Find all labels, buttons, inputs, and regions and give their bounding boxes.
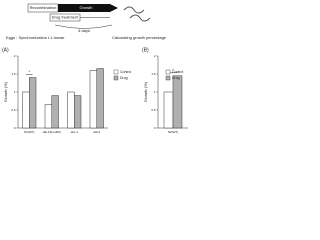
x-tick-label: N2(WT) bbox=[168, 130, 179, 134]
worm-icon bbox=[129, 14, 151, 22]
legend-swatch bbox=[113, 69, 119, 75]
legend-swatch bbox=[165, 69, 171, 75]
y-axis-label: Growth (%) bbox=[143, 81, 148, 102]
bar bbox=[96, 68, 104, 129]
bar bbox=[44, 104, 52, 129]
figure: Recombination Growth Drug treatment 4 da… bbox=[0, 0, 200, 143]
legend-label: Drug bbox=[172, 76, 180, 80]
panel-label: (B) bbox=[142, 47, 149, 53]
y-axis-label: Growth (%) bbox=[3, 81, 8, 102]
bar bbox=[163, 91, 174, 129]
legend-swatch bbox=[113, 75, 119, 81]
y-tick-label: 0.5 bbox=[151, 108, 156, 112]
bar bbox=[51, 95, 59, 129]
y-tick-label: 0.5 bbox=[11, 108, 16, 112]
legend-label: Drug bbox=[120, 76, 128, 80]
legend-label: Control bbox=[120, 70, 132, 74]
legend-swatch bbox=[165, 75, 171, 81]
significance-mark: * bbox=[172, 67, 174, 72]
x-tick-label: skn-1 bbox=[71, 130, 79, 134]
y-tick-label: 1.5 bbox=[151, 72, 156, 76]
bar bbox=[74, 95, 82, 129]
y-tick-label: 0 bbox=[14, 126, 16, 130]
bar bbox=[29, 77, 37, 129]
bar bbox=[89, 70, 97, 129]
treatment-label: Drug treatment bbox=[52, 15, 80, 20]
y-tick-label: 1 bbox=[154, 90, 156, 94]
bar bbox=[67, 91, 75, 129]
start-label: Eggs : Synchronization L1 larvae bbox=[6, 35, 65, 40]
worm-icon bbox=[123, 6, 145, 14]
bar bbox=[172, 75, 183, 129]
x-tick-label: daf-2 bbox=[93, 130, 100, 134]
x-tick-label: N2(WT) bbox=[24, 130, 35, 134]
significance-mark: * bbox=[28, 69, 30, 74]
duration-brace bbox=[54, 24, 113, 29]
y-tick-label: 0 bbox=[154, 126, 156, 130]
panel-label: (A) bbox=[2, 47, 9, 53]
end-label: Calculating growth percentage bbox=[112, 35, 167, 40]
x-tick-label: daf-16(mu86) bbox=[43, 130, 61, 134]
bar bbox=[22, 91, 30, 129]
legend-label: Control bbox=[172, 70, 184, 74]
step-label: Recombination bbox=[30, 5, 57, 10]
step-label: Growth bbox=[80, 5, 93, 10]
y-tick-label: 1.5 bbox=[11, 72, 16, 76]
growth-arrow bbox=[58, 4, 118, 12]
y-tick-label: 2 bbox=[154, 54, 156, 58]
y-tick-label: 2 bbox=[14, 54, 16, 58]
y-tick-label: 1 bbox=[14, 90, 16, 94]
duration-label: 4 days bbox=[78, 28, 90, 33]
